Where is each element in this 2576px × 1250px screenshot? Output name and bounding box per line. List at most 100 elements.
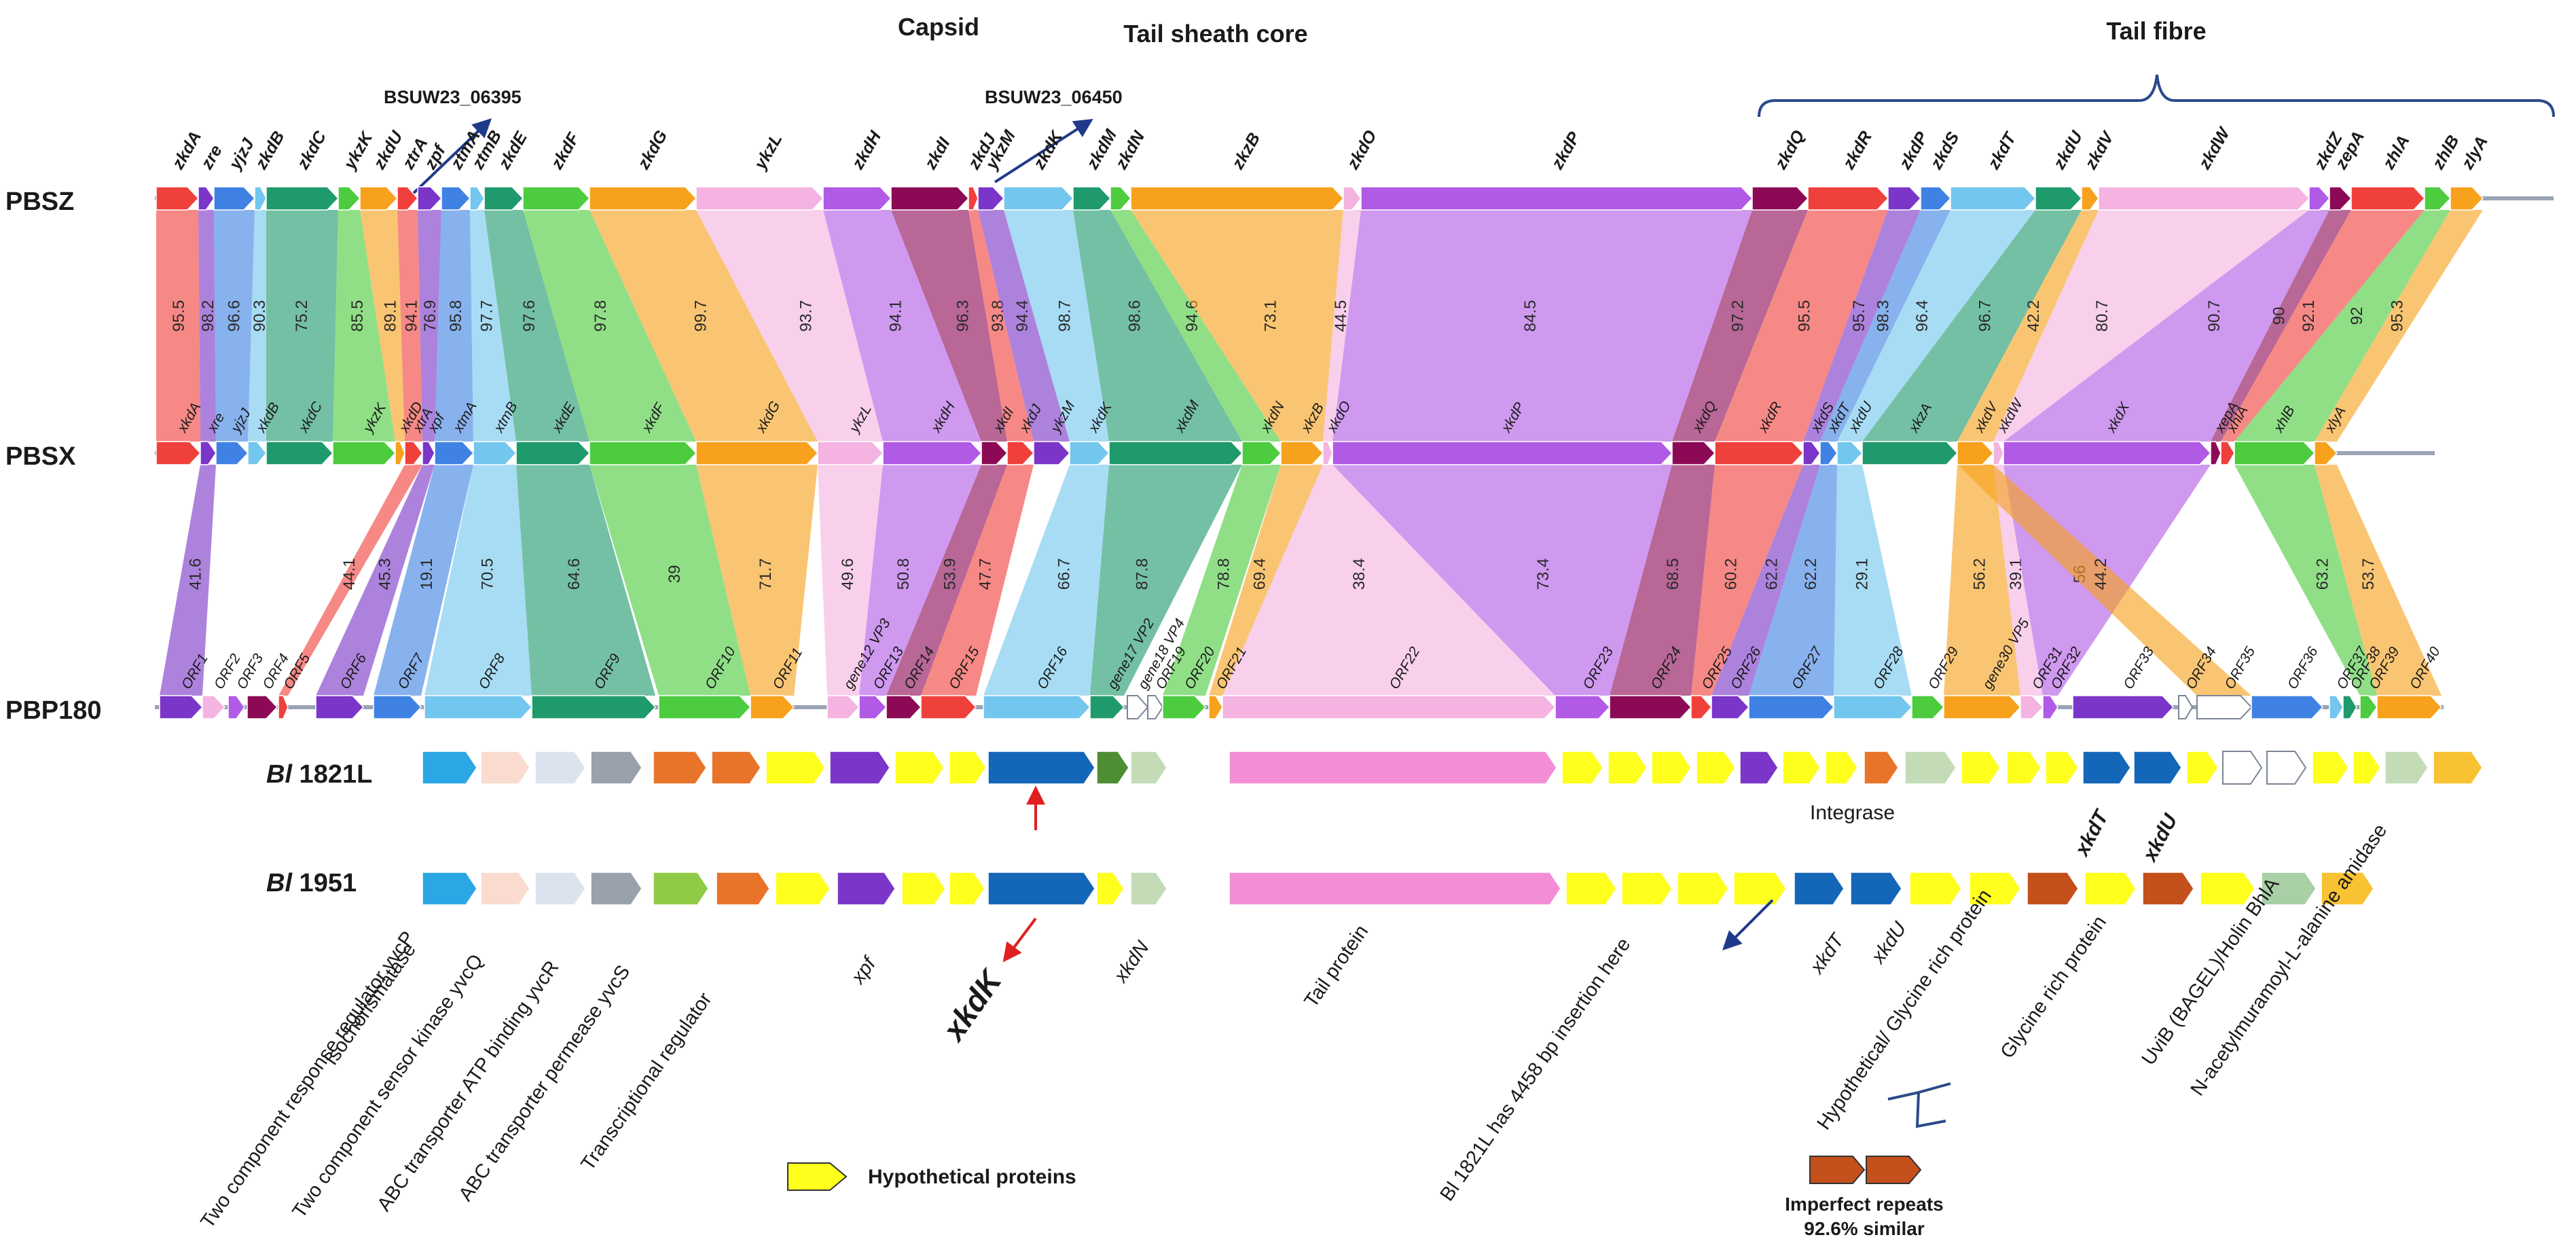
pbsx-gene [422,441,435,465]
link-bottom-value: 53.9 [941,558,959,590]
link-bottom-value: 47.7 [977,558,995,590]
link-top-band [333,210,395,442]
link-top-band [1820,210,1951,442]
pbp180-gene [920,695,977,719]
link-bottom-value: 49.6 [839,558,857,590]
bl1821l-gene [1130,751,1167,785]
link-top-value: 97.6 [520,300,539,332]
label-repeats-similarity: 92.6% similar [1804,1218,1925,1239]
pbp180-gene [2196,695,2253,719]
bl1821l-gene [1561,751,1603,785]
pbsz-gene [1920,186,1952,211]
pbsx-gene [247,441,267,465]
link-top-value: 94.4 [1013,300,1032,332]
link-top-value: 90.3 [251,300,269,332]
pbsz-gene-label: zkdG [634,127,671,173]
pbsz-gene [469,186,485,211]
bl1821l-gene [2186,751,2219,785]
bl1951-gene [653,872,709,906]
link-top-band [1862,210,2082,442]
pbsx-gene [2234,441,2316,465]
bl1821l-gene [987,751,1095,785]
bl1951-gene [1733,872,1787,906]
pbp180-gene [315,695,365,719]
link-top-band [968,210,1034,442]
pbsz-gene [977,186,1005,211]
pbsz-gene [1003,186,1074,211]
bl1951-gene [716,872,770,906]
link-bottom-band [2234,465,2377,696]
legend-hypothetical-label: Hypothetical proteins [868,1166,1076,1188]
pbsx-gene [695,441,819,465]
label-glycine-rich: Glycine rich protein [1997,912,2111,1062]
link-top-value: 95.5 [1796,300,1814,332]
link-top-band [696,210,883,442]
annotations: Integrase xkdT xkdU Isochorismatase Two … [197,785,2391,1239]
link-top-band [2315,210,2483,442]
pbsz-gene-label: ykzK [340,128,377,174]
link-bottom-value: 53.7 [2359,558,2378,590]
link-top-value: 92 [2348,307,2366,325]
bl1951-gene [837,872,896,906]
link-top-value: 76.9 [421,300,439,332]
pbp180-gene [658,695,752,719]
bl1821l-gene [1651,751,1692,785]
link-bottom-value: 66.7 [1055,558,1073,590]
link-bottom-value: 73.4 [1534,558,1553,590]
link-top-value: 84.5 [1521,300,1540,332]
pbsz-gene [2035,186,2083,211]
link-bottom-band [818,465,883,696]
pbsx-gene [1957,441,1995,465]
bl1951-row [422,872,2374,906]
bl1951-gene [422,872,477,906]
link-top-band [156,210,200,442]
label-xkdT-bottom: xkdT [1805,929,1849,978]
pbp180-gene [278,695,289,719]
pbsx-gene [1836,441,1864,465]
pbsx-gene [2210,441,2221,465]
bl1951-gene [1850,872,1902,906]
pbp180-gene [858,695,888,719]
pbsz-gene-label: zkzB [1228,130,1264,173]
link-top-band [1110,210,1281,442]
pbp180-gene [373,695,422,719]
link-bottom-band [1610,465,1715,696]
similarity-links-pbsz-pbsx: 95.5 98.2 96.6 90.3 75.2 85.5 89.1 94.1 76.9 95.8… [156,210,2483,442]
bl1821l-gene [2006,751,2042,785]
bl1951-gene [901,872,946,906]
bl1951-gene [1621,872,1673,906]
pbsx-gene [1862,441,1959,465]
pbsx-gene [1993,441,2004,465]
pbsz-gene-label: zhlA [2378,132,2413,173]
pbsx-gene [1332,441,1673,465]
pbsz-gene [522,186,591,211]
pbsz-gene-label: zkdW [2194,123,2234,173]
pbp180-gene [159,695,204,719]
pbsx-gene [1241,441,1282,465]
pbsz-gene [1887,186,1922,211]
label-tail-protein: Tail protein [1301,921,1373,1012]
link-bottom-band [1944,465,2020,696]
pbsz-gene-label: zkdU [369,127,407,173]
bl1821l-gene [1739,751,1779,785]
track-label-bl1951-strain: 1951 [292,869,357,897]
link-top-value: 42.2 [2025,300,2043,332]
label-xkdK: xkdK [935,962,1009,1048]
link-top-band [1803,210,1921,442]
pbsz-gene [1110,186,1132,211]
pbsx-gene [1006,441,1035,465]
link-bottom-band [278,465,422,696]
pbsx-gene [156,441,202,465]
bl1821l-gene [829,751,890,785]
link-top-value: 97.7 [478,300,496,332]
link-top-band [484,210,589,442]
pbp180-gene [202,695,226,719]
bl1821l-gene [2082,751,2131,785]
pbp180-gene [2042,695,2058,719]
link-bottom-value: 39 [666,565,684,584]
bl1951-gene [2027,872,2079,906]
track-labels: PBSZ PBSX PBP180 Bl 1821L Bl 1951 [5,188,372,897]
link-top-band [523,210,696,442]
pbsz-gene-label: zkdK [1029,127,1067,173]
